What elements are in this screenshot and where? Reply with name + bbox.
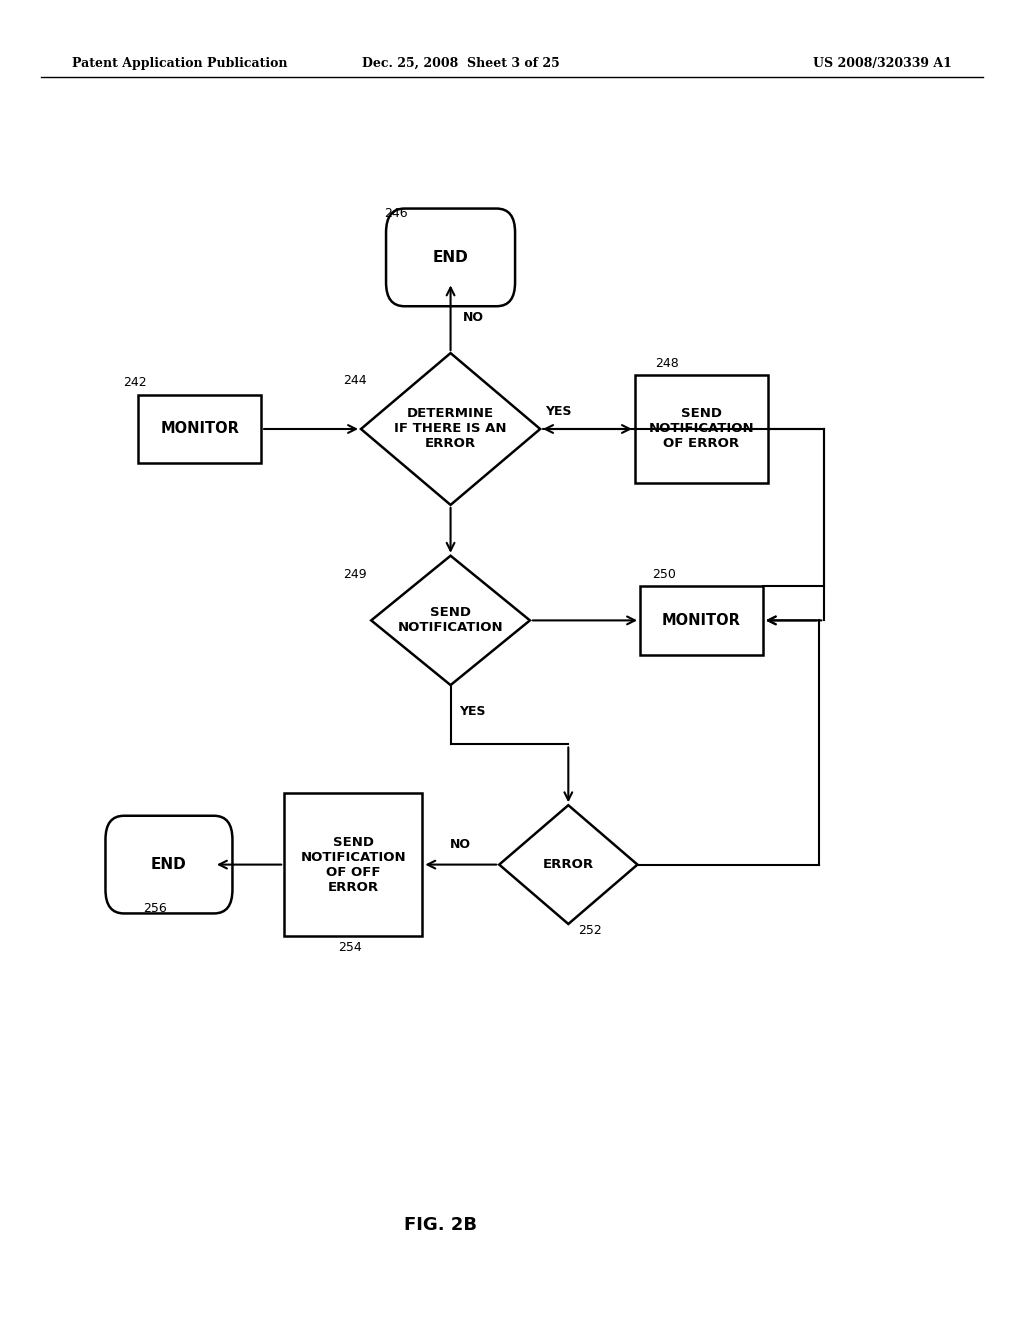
Text: 249: 249 (343, 568, 367, 581)
Text: Patent Application Publication: Patent Application Publication (72, 57, 287, 70)
Text: NO: NO (451, 838, 471, 851)
Text: 246: 246 (384, 207, 408, 220)
Bar (635, 375, 768, 483)
Text: Dec. 25, 2008  Sheet 3 of 25: Dec. 25, 2008 Sheet 3 of 25 (361, 57, 560, 70)
Text: SEND
NOTIFICATION
OF OFF
ERROR: SEND NOTIFICATION OF OFF ERROR (300, 836, 407, 894)
FancyBboxPatch shape (386, 209, 515, 306)
Text: SEND
NOTIFICATION
OF ERROR: SEND NOTIFICATION OF ERROR (648, 408, 755, 450)
Text: NO: NO (463, 312, 484, 325)
Bar (640, 586, 763, 655)
Text: MONITOR: MONITOR (662, 612, 741, 628)
Text: MONITOR: MONITOR (160, 421, 240, 437)
Text: 254: 254 (338, 941, 361, 954)
Text: 248: 248 (655, 356, 679, 370)
Text: YES: YES (545, 405, 571, 418)
Text: YES: YES (459, 705, 485, 718)
FancyBboxPatch shape (105, 816, 232, 913)
Text: DETERMINE
IF THERE IS AN
ERROR: DETERMINE IF THERE IS AN ERROR (394, 408, 507, 450)
Text: END: END (433, 249, 468, 265)
Text: US 2008/320339 A1: US 2008/320339 A1 (813, 57, 952, 70)
Text: 252: 252 (579, 924, 602, 937)
Text: 256: 256 (143, 902, 167, 915)
Polygon shape (361, 352, 541, 504)
Polygon shape (371, 556, 530, 685)
Text: END: END (152, 857, 186, 873)
Text: ERROR: ERROR (543, 858, 594, 871)
Text: FIG. 2B: FIG. 2B (403, 1216, 477, 1234)
Bar (138, 395, 261, 463)
Polygon shape (500, 805, 637, 924)
Text: 250: 250 (652, 568, 676, 581)
Text: SEND
NOTIFICATION: SEND NOTIFICATION (397, 606, 504, 635)
Bar (284, 793, 422, 936)
Text: 244: 244 (343, 374, 367, 387)
Text: 242: 242 (123, 376, 146, 389)
